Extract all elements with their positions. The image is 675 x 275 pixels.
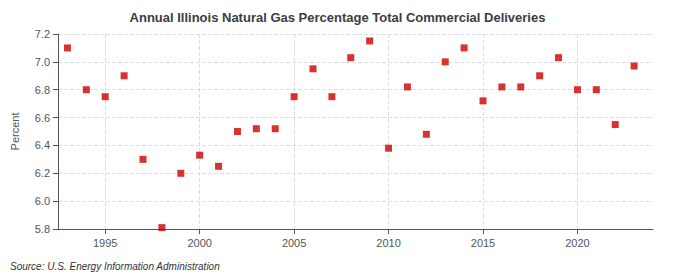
svg-text:Source: U.S. Energy Informatio: Source: U.S. Energy Information Administ… <box>10 261 220 272</box>
svg-text:6.0: 6.0 <box>35 195 50 207</box>
svg-text:2010: 2010 <box>376 237 400 249</box>
svg-text:2000: 2000 <box>187 237 211 249</box>
svg-text:6.8: 6.8 <box>35 84 50 96</box>
svg-text:2005: 2005 <box>282 237 306 249</box>
svg-text:1995: 1995 <box>93 237 117 249</box>
svg-text:5.8: 5.8 <box>35 223 50 235</box>
svg-text:Annual Illinois Natural Gas Pe: Annual Illinois Natural Gas Percentage T… <box>130 10 546 25</box>
svg-text:6.2: 6.2 <box>35 167 50 179</box>
svg-text:7.2: 7.2 <box>35 28 50 40</box>
svg-text:2015: 2015 <box>471 237 495 249</box>
svg-text:Percent: Percent <box>9 113 21 151</box>
svg-text:6.4: 6.4 <box>35 139 50 151</box>
svg-text:7.0: 7.0 <box>35 56 50 68</box>
svg-text:6.6: 6.6 <box>35 112 50 124</box>
svg-text:2020: 2020 <box>565 237 589 249</box>
